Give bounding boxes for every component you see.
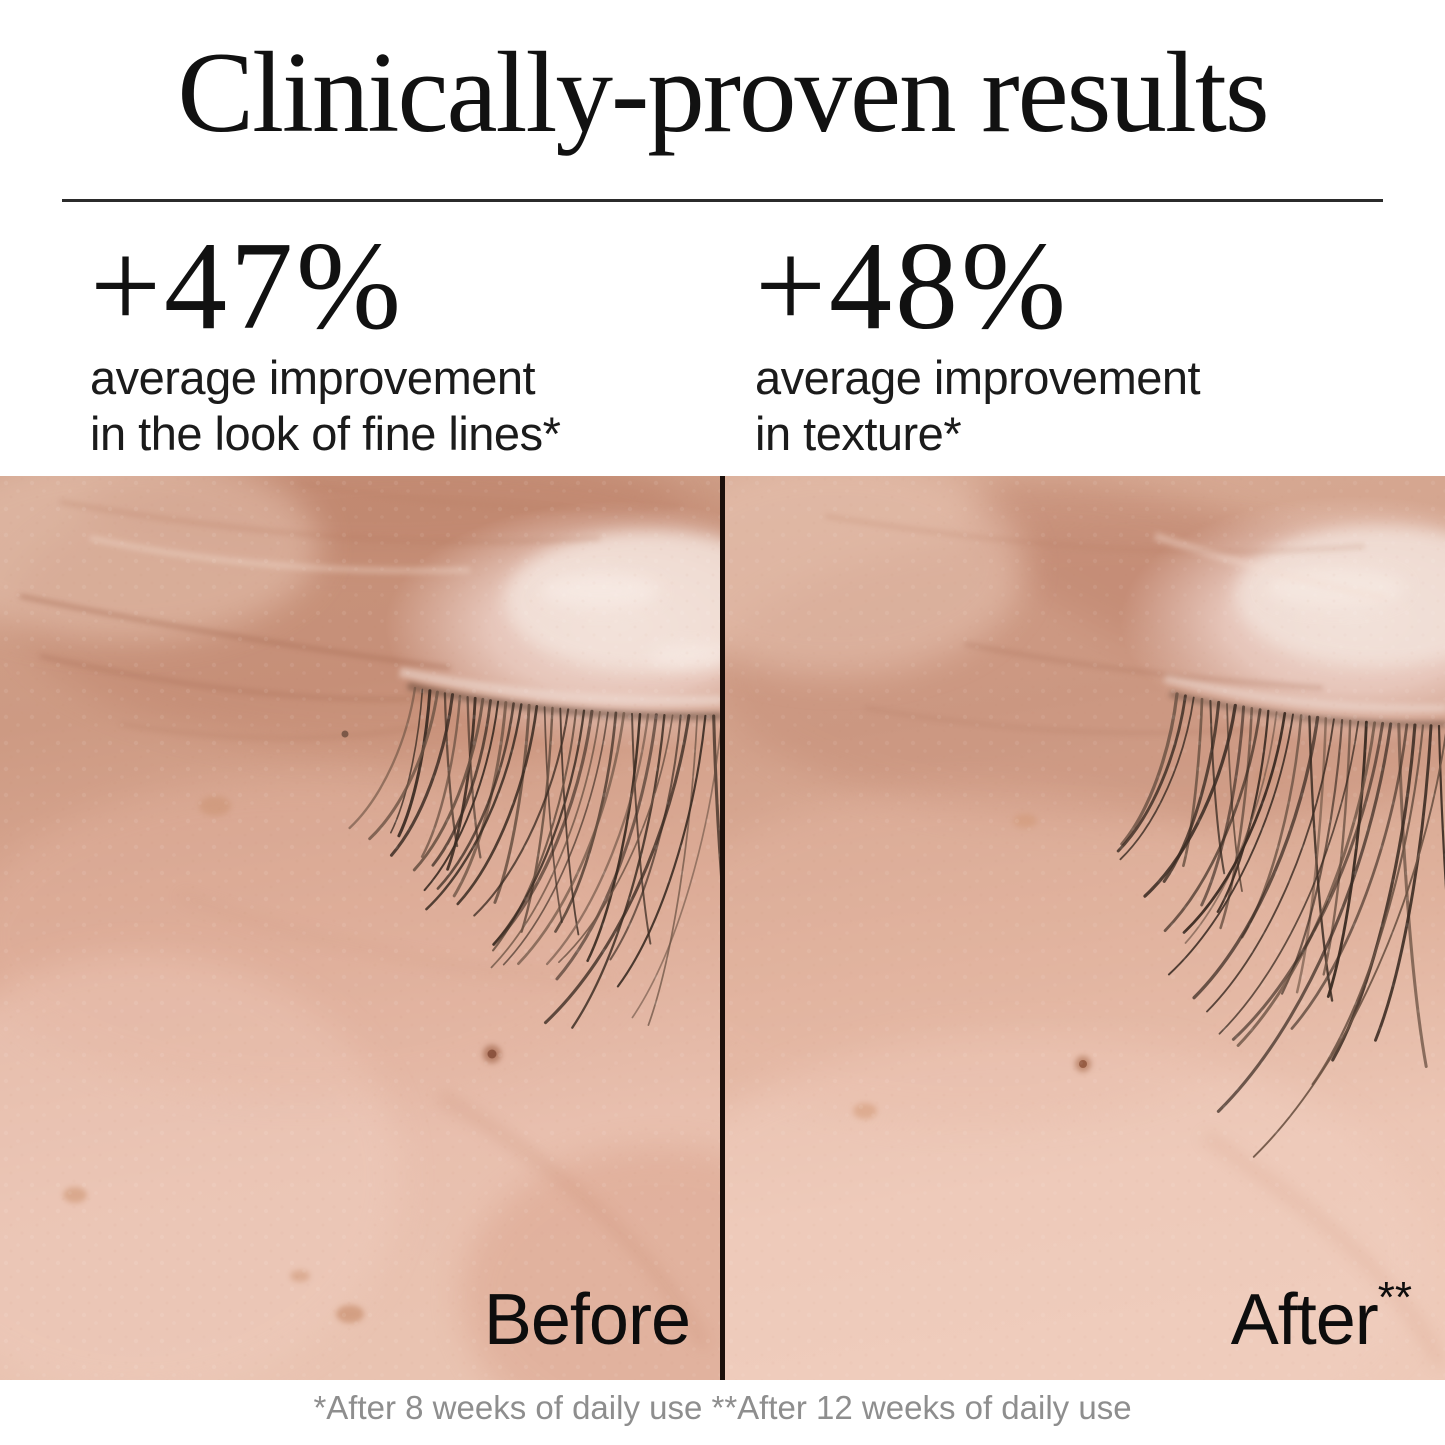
before-photo: Before xyxy=(0,476,720,1380)
page-title: Clinically-proven results xyxy=(177,29,1269,156)
skin-texture-overlay xyxy=(0,476,720,1380)
stat-texture: +48% average improvement in texture* xyxy=(755,217,1420,463)
after-label-text: After xyxy=(1230,1280,1379,1360)
photo-divider xyxy=(720,476,725,1380)
after-eye-photo-illustration xyxy=(725,476,1445,1380)
stat-fine-lines-value: +47% xyxy=(90,217,405,356)
after-label: After** xyxy=(1231,1273,1412,1357)
before-eye-photo-illustration xyxy=(0,476,720,1380)
before-after-comparison: Before xyxy=(0,476,1445,1380)
disclaimer-text: *After 8 weeks of daily use **After 12 w… xyxy=(313,1389,1132,1426)
skin-texture-overlay xyxy=(725,476,1445,1380)
divider-rule xyxy=(62,199,1383,202)
before-label: Before xyxy=(483,1280,691,1360)
after-photo: After** xyxy=(725,476,1445,1380)
stat-texture-value: +48% xyxy=(755,217,1070,356)
stat-fine-lines: +47% average improvement in the look of … xyxy=(90,217,755,463)
stats-section: +47% average improvement in the look of … xyxy=(90,217,1445,463)
stat-fine-lines-description: average improvement in the look of fine … xyxy=(90,351,561,461)
stat-texture-description: average improvement in texture* xyxy=(755,351,1201,461)
after-footnote-marker: ** xyxy=(1377,1273,1412,1322)
